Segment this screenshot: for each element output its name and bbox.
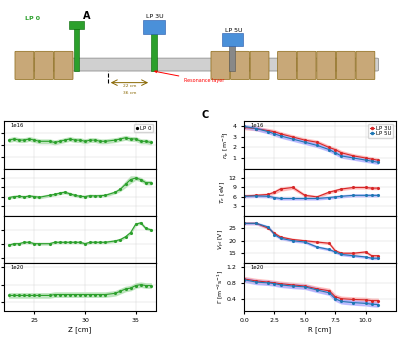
FancyBboxPatch shape (211, 51, 230, 80)
Y-axis label: $\Gamma$ [m$^{-2}$s$^{-1}$]: $\Gamma$ [m$^{-2}$s$^{-1}$] (216, 269, 225, 304)
Text: 22 cm: 22 cm (123, 85, 136, 88)
FancyBboxPatch shape (34, 51, 53, 80)
Legend: LP 0: LP 0 (134, 124, 153, 132)
FancyBboxPatch shape (250, 51, 269, 80)
Text: 36 cm: 36 cm (123, 91, 136, 95)
Text: LP 5U: LP 5U (224, 28, 242, 33)
FancyBboxPatch shape (278, 51, 296, 80)
Text: 1e20: 1e20 (250, 265, 264, 269)
Y-axis label: $V_{pl}$ [V]: $V_{pl}$ [V] (217, 229, 227, 250)
X-axis label: R [cm]: R [cm] (308, 326, 332, 333)
Y-axis label: $n_e$ [m$^{-3}$]: $n_e$ [m$^{-3}$] (221, 131, 231, 159)
Text: 1e16: 1e16 (10, 122, 24, 128)
Bar (143, 20, 165, 33)
FancyBboxPatch shape (336, 51, 355, 80)
Bar (70, 21, 84, 29)
FancyBboxPatch shape (15, 51, 34, 80)
FancyBboxPatch shape (54, 51, 73, 80)
Text: A: A (82, 11, 90, 21)
Text: C: C (202, 110, 209, 120)
Text: Resonance layer: Resonance layer (155, 71, 225, 83)
FancyBboxPatch shape (22, 58, 378, 71)
FancyBboxPatch shape (317, 51, 336, 80)
Bar (222, 33, 243, 46)
FancyBboxPatch shape (297, 51, 316, 80)
Text: LP 3U: LP 3U (146, 14, 164, 19)
Text: LP 0: LP 0 (25, 16, 40, 20)
Y-axis label: $T_e$ [eV]: $T_e$ [eV] (218, 180, 227, 204)
Bar (230, 43, 235, 71)
FancyBboxPatch shape (230, 51, 249, 80)
X-axis label: Z [cm]: Z [cm] (68, 326, 92, 333)
Bar (74, 26, 79, 71)
Legend: LP 3U, LP 5U: LP 3U, LP 5U (368, 124, 393, 138)
Text: 1e20: 1e20 (10, 265, 24, 269)
Text: 1e16: 1e16 (250, 122, 264, 128)
Bar (151, 31, 157, 71)
FancyBboxPatch shape (356, 51, 375, 80)
